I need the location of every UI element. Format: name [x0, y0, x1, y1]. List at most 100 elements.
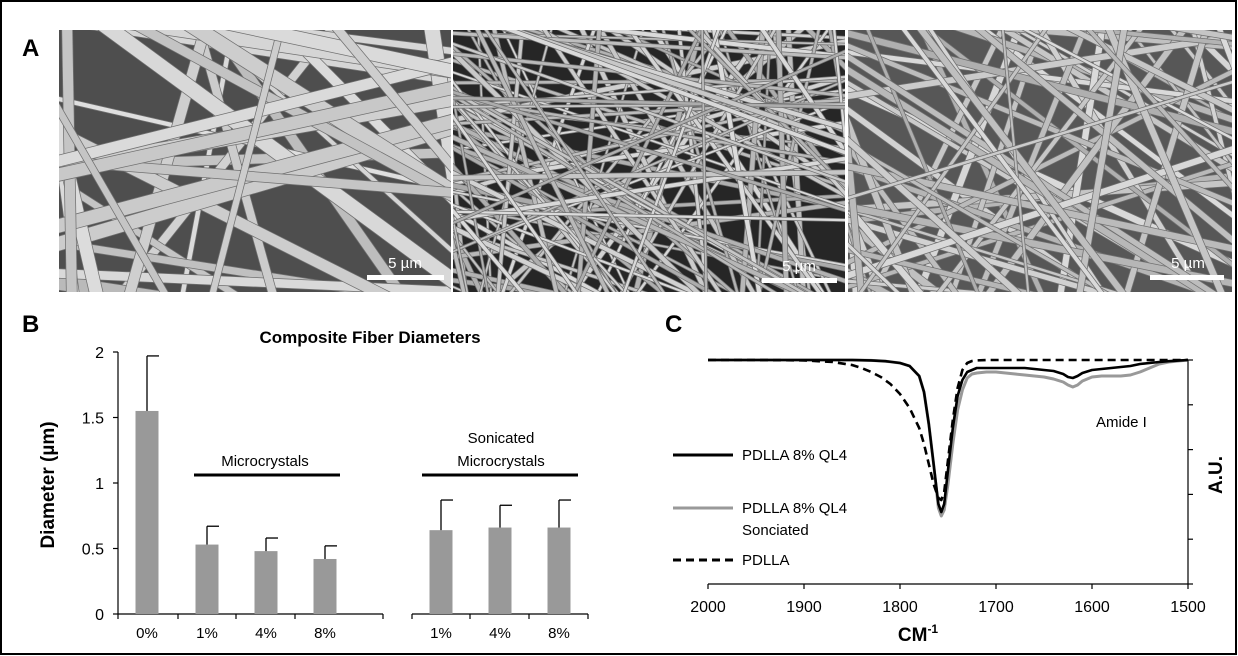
group-label-sonicated-line2: Microcrystals [457, 453, 545, 470]
fiber [1001, 30, 1030, 292]
y-tick-label: 2 [95, 345, 104, 362]
fiber [1038, 30, 1204, 292]
fiber [453, 278, 553, 292]
bar-1pct [195, 544, 219, 614]
fiber-network-2 [453, 30, 845, 292]
series-line-0 [708, 358, 1189, 514]
scale-bar-label-1: 5 µm [388, 255, 422, 272]
chart-b-title: Composite Fiber Diameters [259, 328, 480, 347]
fiber [917, 30, 1126, 292]
ftir-line-chart: Amide I A.U. CM-1 2000 1900 1800 1700 1600 15… [673, 358, 1227, 646]
fiber-network-3 [848, 30, 1232, 292]
chart-c-annotation-amide: Amide I [1096, 414, 1147, 431]
fiber [628, 30, 822, 292]
fiber [573, 30, 703, 292]
fiber [453, 144, 735, 292]
fiber [848, 33, 1232, 100]
fiber [185, 30, 451, 200]
fiber [453, 99, 626, 292]
scale-bar-line-1 [367, 275, 444, 280]
bar-4pct [488, 527, 512, 614]
legend-label-2: PDLLA [742, 552, 790, 569]
fiber [848, 242, 900, 292]
fiber [740, 30, 766, 292]
scale-bar-label-2: 5 µm [782, 258, 816, 275]
fiber [1086, 30, 1232, 190]
bar-4pct [254, 551, 278, 614]
fiber [453, 89, 805, 292]
fiber [986, 30, 1188, 292]
chart-b-ylabel: Diameter (µm) [38, 421, 59, 548]
fiber [701, 30, 708, 292]
fiber [262, 30, 451, 55]
fiber [848, 66, 1208, 292]
scale-bar-line-3 [1150, 275, 1224, 280]
sem-image-3 [848, 30, 1232, 292]
fiber [848, 118, 865, 292]
fiber [332, 30, 451, 173]
scale-bar-2: 5 µm [762, 258, 837, 283]
scale-bar-1: 5 µm [367, 255, 444, 280]
x-tick-label: 8% [314, 625, 336, 642]
chart-c-ylabel: A.U. [1206, 456, 1227, 494]
fiber [848, 80, 1232, 200]
fiber [453, 186, 573, 292]
x-tick-label: 4% [255, 625, 277, 642]
fiber [98, 30, 451, 289]
fiber [1172, 30, 1232, 40]
fiber [209, 30, 284, 292]
fiber [453, 170, 845, 180]
bar-8pct [313, 558, 337, 614]
panel-b-label: B [22, 311, 39, 338]
sem-image-1 [59, 30, 451, 292]
fiber [453, 215, 468, 292]
fiber [453, 96, 845, 109]
scale-bar-line-2 [762, 278, 837, 283]
x-tick-label: 2000 [690, 599, 726, 616]
y-tick-label: 1.5 [82, 411, 104, 428]
series-line-2 [708, 358, 1188, 502]
fiber [636, 30, 830, 292]
fiber [848, 136, 1021, 292]
fiber [509, 30, 724, 292]
bar-1pct [429, 530, 453, 614]
panel-c-label: C [665, 311, 682, 338]
fiber [453, 31, 845, 60]
y-tick-label: 1 [95, 476, 104, 493]
x-tick-label: 0% [136, 625, 158, 642]
fiber [453, 203, 687, 292]
fiber [756, 30, 772, 292]
x-tick-label: 1% [196, 625, 218, 642]
group-label-microcrystals: Microcrystals [221, 453, 309, 470]
fiber [453, 90, 845, 212]
fiber [1067, 30, 1232, 113]
fiber [760, 30, 845, 155]
fiber [453, 156, 845, 222]
group-label-sonicated-line1: Sonicated [468, 430, 535, 447]
fiber [1023, 30, 1232, 140]
chart-c-xlabel-sup: -1 [927, 622, 938, 636]
fiber [848, 279, 987, 292]
fiber [505, 30, 845, 155]
fiber [848, 247, 1034, 292]
y-tick-label: 0 [95, 607, 104, 624]
fiber [1217, 30, 1232, 69]
bar-8pct [547, 527, 571, 614]
x-tick-label: 8% [548, 625, 570, 642]
fiber [59, 57, 451, 167]
chart-c-xlabel: CM-1 [898, 622, 939, 646]
legend-label-1: PDLLA 8% QL4 [742, 500, 847, 517]
fiber [475, 30, 610, 292]
fiber-network-1 [59, 30, 451, 292]
fiber [484, 30, 665, 292]
fiber [453, 208, 525, 292]
sem-image-2 [453, 30, 845, 292]
fiber [59, 269, 451, 292]
fiber [901, 30, 1104, 292]
chart-c-xlabel-main: CM [898, 625, 928, 646]
x-tick-label: 4% [489, 625, 511, 642]
fiber [1076, 30, 1128, 292]
x-tick-label: 1600 [1074, 599, 1110, 616]
fiber [712, 30, 762, 292]
